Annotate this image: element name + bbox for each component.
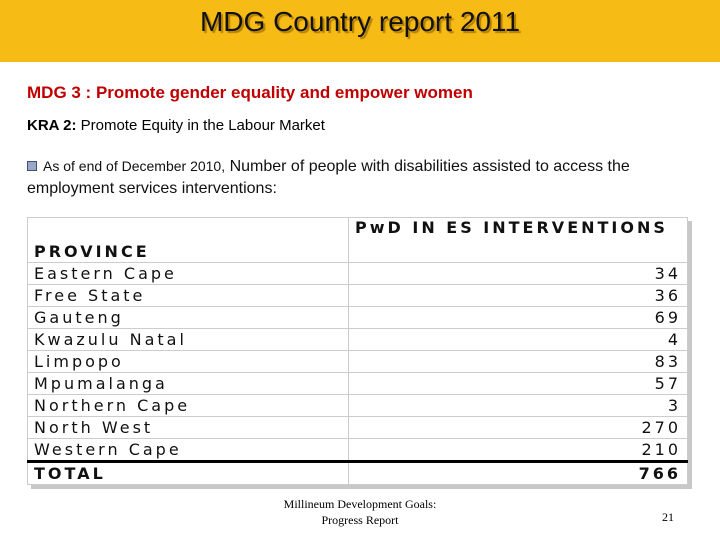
value-cell: 766	[348, 460, 688, 485]
province-cell: Kwazulu Natal	[27, 328, 349, 351]
subtitle: MDG 3 : Promote gender equality and empo…	[27, 83, 473, 102]
table-row: Mpumalanga 57	[27, 372, 688, 395]
header-row: PROVINCE PwD IN ES INTERVENTIONS	[27, 217, 688, 263]
footer-line: Millineum Development Goals:	[283, 497, 437, 511]
value-cell: 69	[348, 306, 688, 329]
value-cell: 4	[348, 328, 688, 351]
table-row: Northern Cape 3	[27, 394, 688, 417]
header-cell: PROVINCE	[27, 217, 349, 263]
province-cell: Free State	[27, 284, 349, 307]
province-cell: Eastern Cape	[27, 262, 349, 285]
value-cell: 270	[348, 416, 688, 439]
banner	[0, 0, 720, 62]
value-cell: 3	[348, 394, 688, 417]
table-row: Gauteng 69	[27, 306, 688, 329]
footer: Millineum Development Goals: Progress Re…	[260, 496, 460, 528]
province-cell: Limpopo	[27, 350, 349, 373]
bullet-lead: As of end of December 2010,	[43, 158, 226, 174]
table-row: Free State 36	[27, 284, 688, 307]
value-cell: 34	[348, 262, 688, 285]
kra-text: Promote Equity in the Labour Market	[80, 117, 325, 134]
table-row: Limpopo 83	[27, 350, 688, 373]
header-cell: PwD IN ES INTERVENTIONS	[348, 217, 688, 263]
table-row: Western Cape 210	[27, 438, 688, 462]
kra: KRA 2: Promote Equity in the Labour Mark…	[27, 117, 325, 134]
value-cell: 210	[348, 438, 688, 462]
bullet-icon	[27, 161, 37, 171]
footer-line: Progress Report	[321, 513, 399, 527]
table: PROVINCE PwD IN ES INTERVENTIONS Eastern…	[27, 217, 688, 485]
value-cell: 36	[348, 284, 688, 307]
title: MDG Country report 2011	[199, 6, 521, 37]
kra-label: KRA 2:	[27, 117, 77, 134]
province-cell: Mpumalanga	[27, 372, 349, 395]
province-cell: Gauteng	[27, 306, 349, 329]
province-cell: TOTAL	[27, 460, 349, 485]
table-row: Eastern Cape 34	[27, 262, 688, 285]
province-cell: Western Cape	[27, 438, 349, 462]
table-row: TOTAL 766	[27, 460, 688, 485]
bullet: As of end of December 2010, Number of pe…	[27, 155, 707, 200]
page-number: 21	[662, 510, 674, 524]
province-cell: North West	[27, 416, 349, 439]
bullet-text: Number of people with disabilities assis…	[27, 158, 630, 197]
table-row: North West 270	[27, 416, 688, 439]
value-cell: 57	[348, 372, 688, 395]
value-cell: 83	[348, 350, 688, 373]
table-row: Kwazulu Natal 4	[27, 328, 688, 351]
province-cell: Northern Cape	[27, 394, 349, 417]
